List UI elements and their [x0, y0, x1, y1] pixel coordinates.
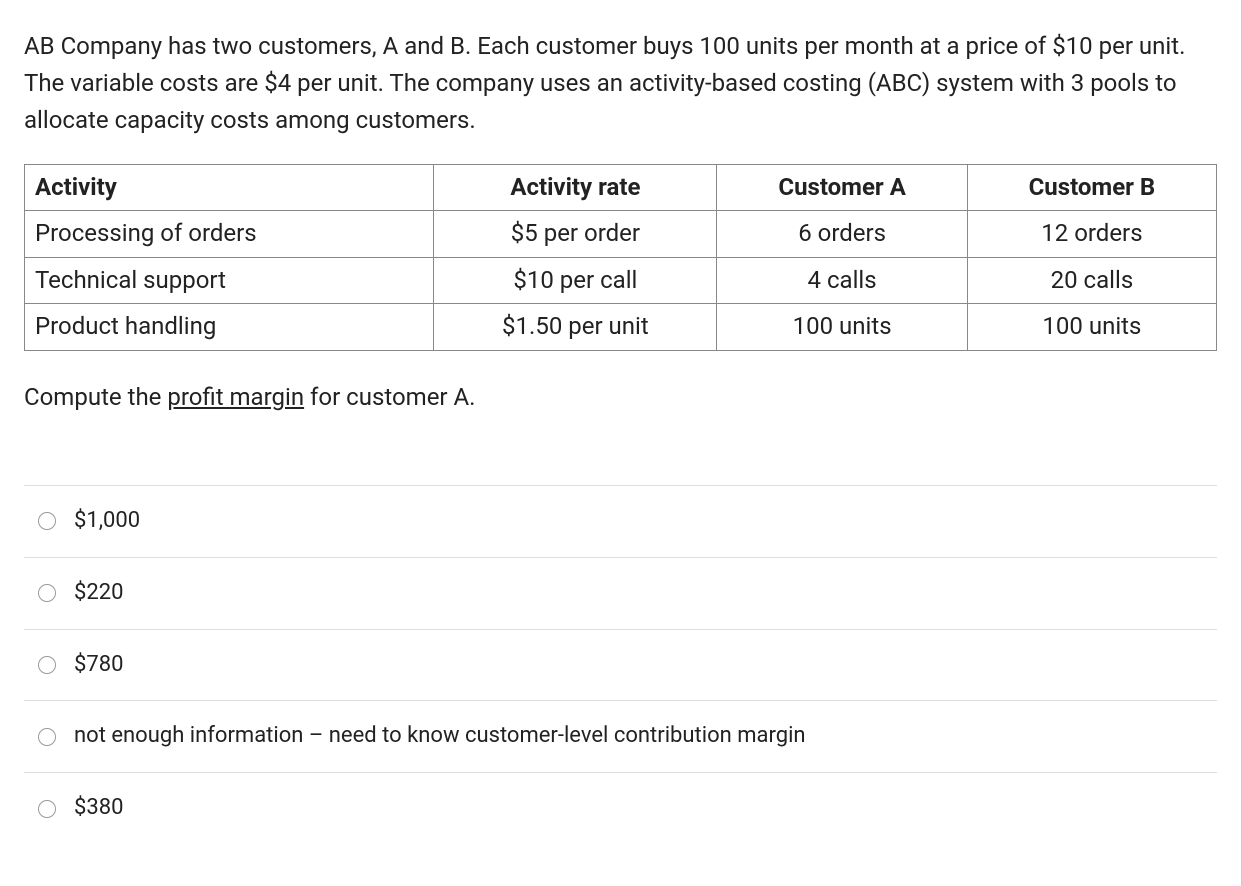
col-activity: Activity [25, 164, 434, 211]
col-customer-a: Customer A [717, 164, 967, 211]
cell: 20 calls [967, 257, 1216, 304]
option-label: $780 [74, 650, 123, 681]
radio-icon[interactable] [38, 584, 56, 602]
radio-icon[interactable] [38, 512, 56, 530]
cell: 100 units [967, 304, 1216, 351]
table-row: Technical support $10 per call 4 calls 2… [25, 257, 1217, 304]
question-text: AB Company has two customers, A and B. E… [24, 28, 1217, 140]
option-row[interactable]: $220 [24, 558, 1217, 630]
cell: 6 orders [717, 211, 967, 258]
radio-icon[interactable] [38, 656, 56, 674]
cell: $1.50 per unit [434, 304, 717, 351]
table-header-row: Activity Activity rate Customer A Custom… [25, 164, 1217, 211]
cell: $10 per call [434, 257, 717, 304]
cell: 100 units [717, 304, 967, 351]
cell: 4 calls [717, 257, 967, 304]
radio-icon[interactable] [38, 800, 56, 818]
option-row[interactable]: $380 [24, 773, 1217, 844]
options-list: $1,000 $220 $780 not enough information … [24, 485, 1217, 844]
option-row[interactable]: $780 [24, 630, 1217, 702]
cell: $5 per order [434, 211, 717, 258]
prompt-underlined: profit margin [167, 383, 304, 411]
option-label: $1,000 [74, 506, 140, 537]
cell: 12 orders [967, 211, 1216, 258]
col-customer-b: Customer B [967, 164, 1216, 211]
prompt-before: Compute the [24, 383, 167, 411]
col-activity-rate: Activity rate [434, 164, 717, 211]
cell: Technical support [25, 257, 434, 304]
option-label: not enough information – need to know cu… [74, 721, 806, 752]
cell: Product handling [25, 304, 434, 351]
option-row[interactable]: not enough information – need to know cu… [24, 701, 1217, 773]
table-row: Processing of orders $5 per order 6 orde… [25, 211, 1217, 258]
option-row[interactable]: $1,000 [24, 485, 1217, 558]
cell: Processing of orders [25, 211, 434, 258]
prompt-after: for customer A. [304, 383, 475, 411]
activity-table: Activity Activity rate Customer A Custom… [24, 164, 1217, 351]
option-label: $380 [74, 793, 123, 824]
option-label: $220 [74, 578, 123, 609]
prompt-text: Compute the profit margin for customer A… [24, 379, 1217, 415]
table-row: Product handling $1.50 per unit 100 unit… [25, 304, 1217, 351]
radio-icon[interactable] [38, 728, 56, 746]
